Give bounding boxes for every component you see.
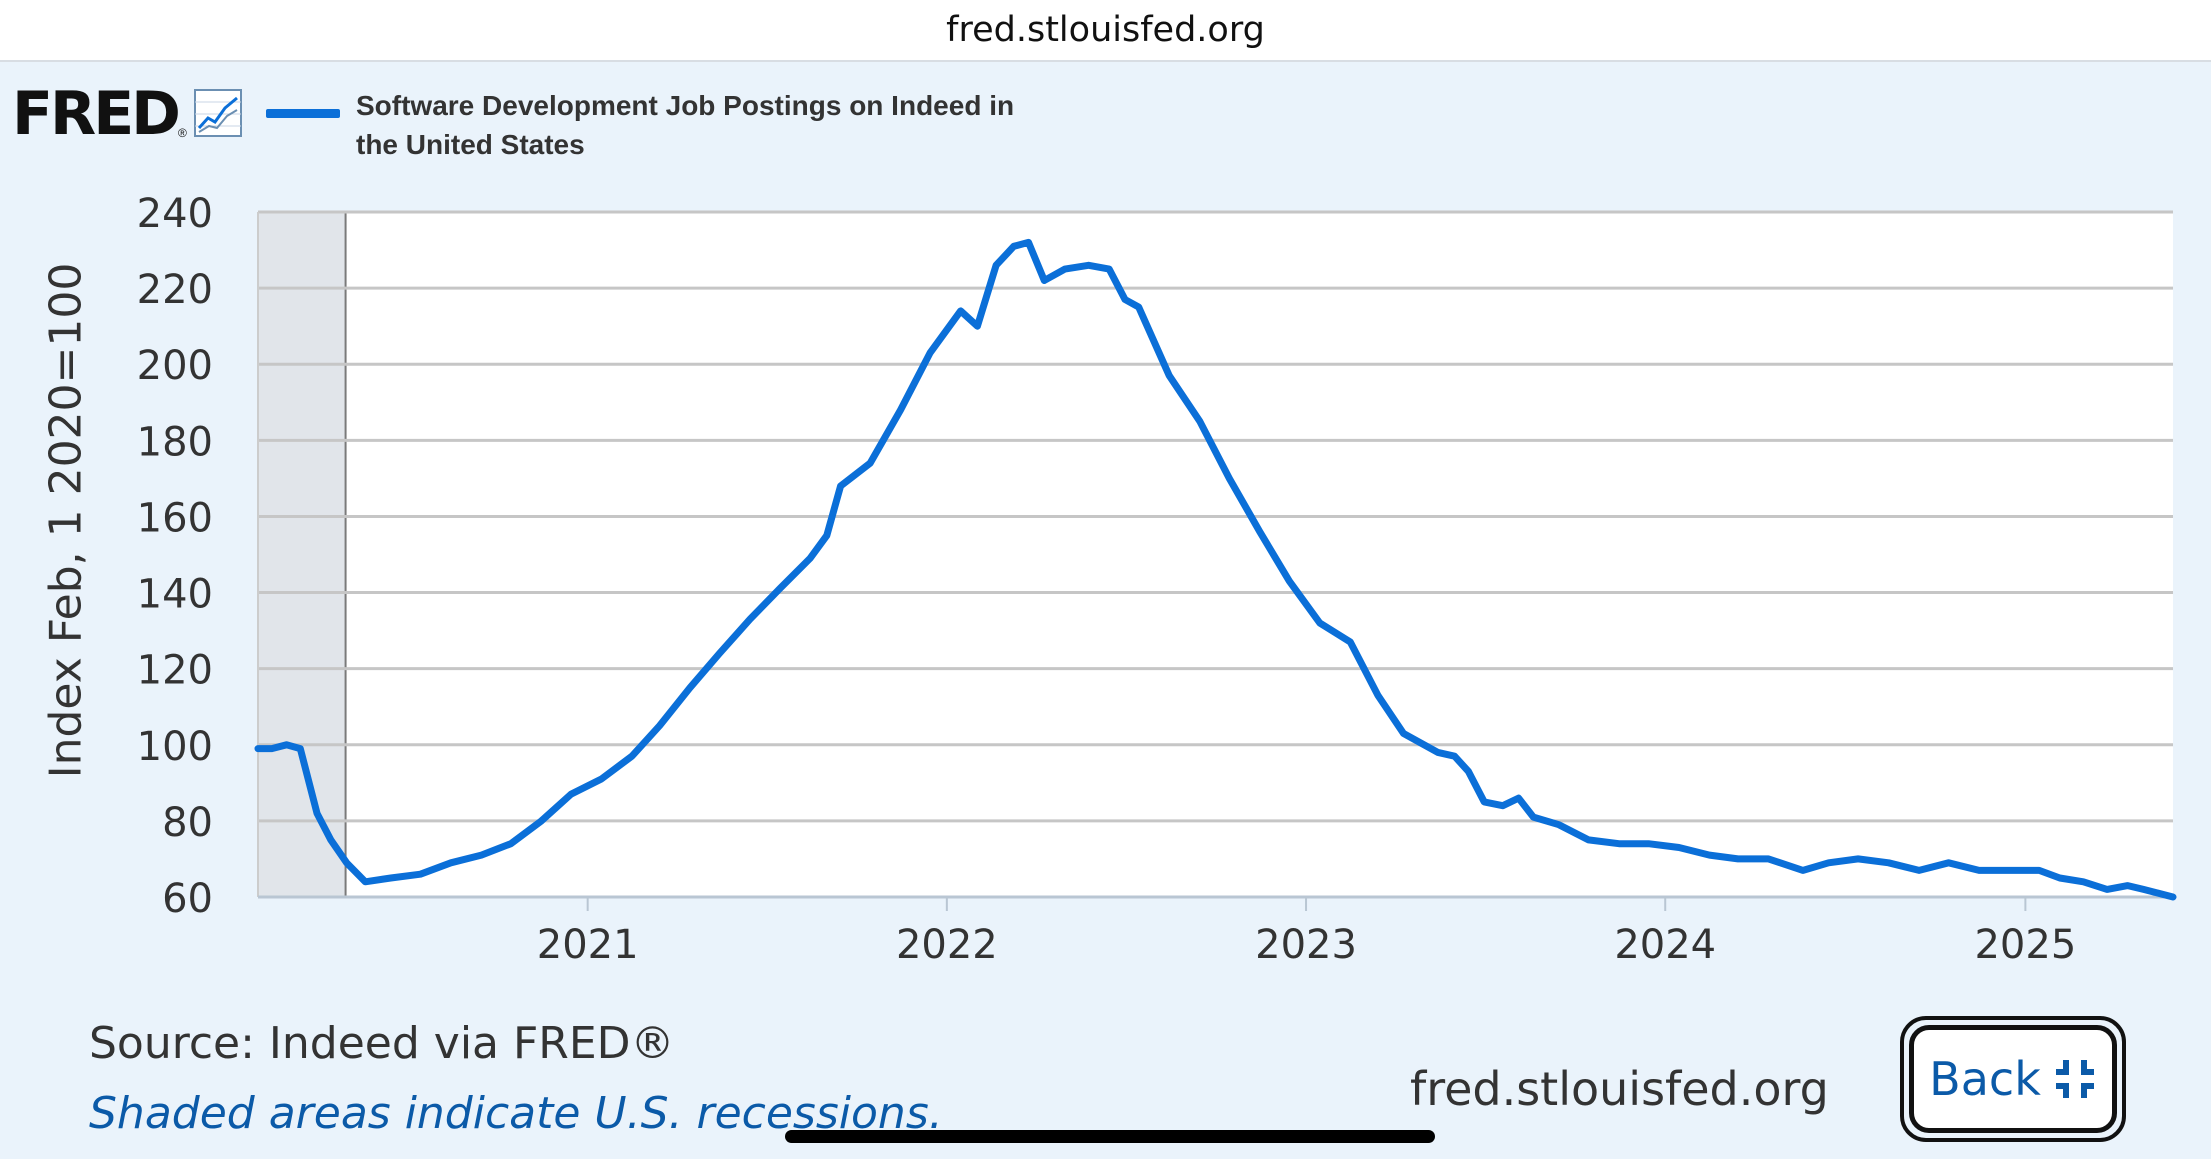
- browser-url: fred.stlouisfed.org: [946, 10, 1265, 50]
- y-tick-label: 60: [162, 876, 213, 922]
- fred-logo-registered: ®: [178, 126, 187, 140]
- y-tick-label: 240: [137, 191, 213, 237]
- x-tick-label: 2025: [1974, 922, 2076, 968]
- browser-url-bar[interactable]: fred.stlouisfed.org: [0, 0, 2211, 62]
- fred-logo[interactable]: FRED: [12, 79, 181, 149]
- x-tick-label: 2023: [1255, 922, 1357, 968]
- y-tick-label: 100: [137, 724, 213, 770]
- y-tick-label: 140: [137, 572, 213, 618]
- home-indicator[interactable]: [785, 1130, 1435, 1143]
- y-tick-label: 120: [137, 648, 213, 694]
- line-graph-icon: [194, 89, 242, 137]
- back-label: Back: [1929, 1052, 2041, 1106]
- series-line: [254, 238, 2177, 901]
- y-tick-label: 220: [137, 267, 213, 313]
- legend-swatch: [266, 109, 340, 118]
- y-tick-label: 200: [137, 343, 213, 389]
- plot-area: [258, 212, 2173, 897]
- collapse-icon: [2055, 1060, 2094, 1098]
- x-tick-label: 2024: [1614, 922, 1716, 968]
- back-button[interactable]: Back: [1900, 1016, 2126, 1142]
- y-tick-label: 160: [137, 495, 213, 541]
- legend-label: Software Development Job Postings on Ind…: [356, 90, 1015, 160]
- x-tick-label: 2021: [537, 922, 639, 968]
- recession-shading: [258, 212, 346, 897]
- source-text: Source: Indeed via FRED®: [89, 1018, 675, 1069]
- y-tick-label: 80: [162, 800, 213, 846]
- y-tick-label: 180: [137, 419, 213, 465]
- footer-url: fred.stlouisfed.org: [1410, 1062, 1829, 1116]
- back-button-inner: Back: [1909, 1025, 2117, 1133]
- chart-svg: 60 80 100 120 140 160 180 200 220 240 2021 2022 2023…: [137, 191, 2177, 968]
- x-tick-label: 2022: [896, 922, 998, 968]
